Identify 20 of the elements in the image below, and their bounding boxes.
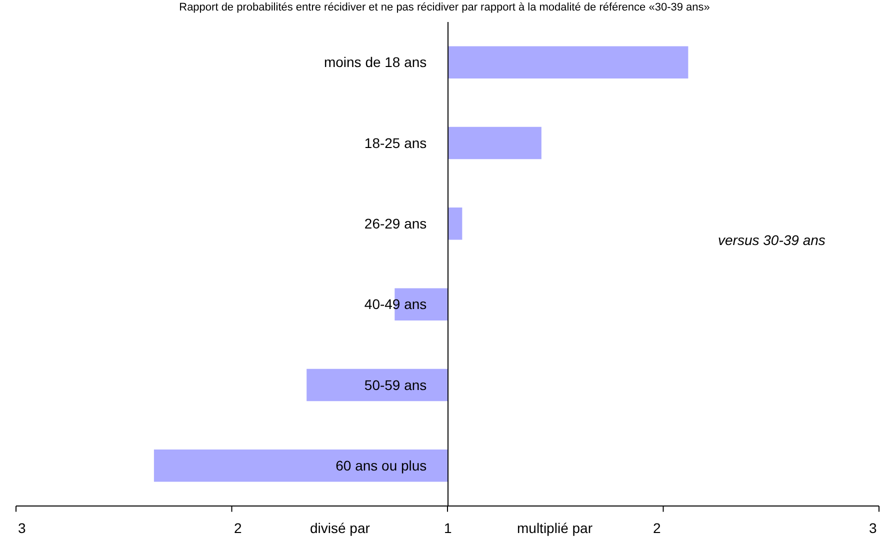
chart-title: Rapport de probabilités entre récidiver et ne pas récidiver par rapport à la modalité de référence «30-39 ans» (179, 1, 710, 14)
y-tick-label: 40-49 ans (364, 296, 427, 312)
bar (448, 126, 542, 160)
text: 3 (869, 520, 877, 536)
text: 2 (653, 520, 661, 536)
text: multiplié par (517, 520, 593, 536)
bar (448, 208, 462, 240)
bar (154, 450, 448, 482)
text: 2 (234, 520, 242, 536)
text: 3 (18, 520, 26, 536)
y-tick-label: 50-59 ans (364, 376, 427, 393)
text: versus 30-39 ans (718, 232, 826, 248)
y-tick-label: 60 ans ou plus (336, 458, 427, 474)
text: 1 (444, 520, 452, 536)
y-tick-label: 26-29 ans (364, 216, 427, 232)
bar (306, 368, 448, 402)
text: divisé par (310, 520, 370, 536)
bar (448, 46, 688, 78)
y-tick-label: 18-25 ans (364, 134, 427, 151)
y-tick-label: moins de 18 ans (324, 54, 427, 70)
